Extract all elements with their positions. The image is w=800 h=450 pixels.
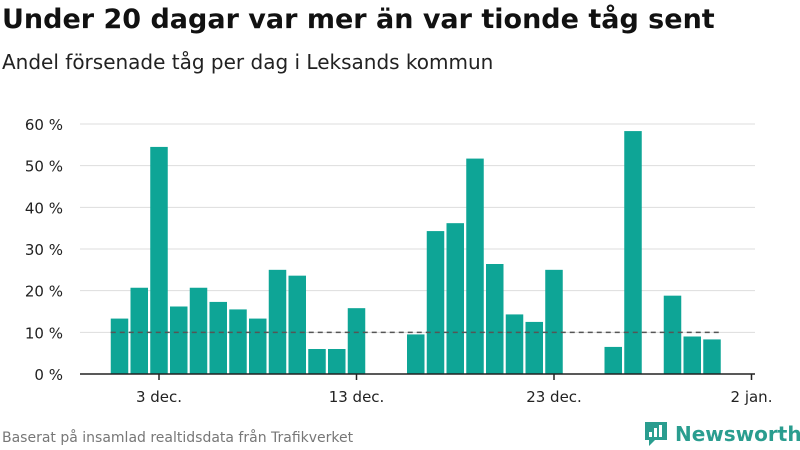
y-tick-label: 40 %	[25, 199, 63, 217]
y-tick-label: 10 %	[25, 324, 63, 342]
bar	[229, 309, 247, 374]
bar	[328, 349, 346, 374]
y-tick-label: 0 %	[34, 366, 63, 384]
source-note: Baserat på insamlad realtidsdata från Tr…	[2, 430, 354, 446]
bars	[110, 131, 721, 374]
bar	[308, 349, 326, 374]
newsworthy-icon	[645, 422, 667, 446]
x-tick-label: 23 dec.	[526, 388, 582, 406]
y-tick-label: 20 %	[25, 283, 63, 301]
bar	[288, 275, 306, 374]
brand-name: Newsworthy	[675, 422, 800, 446]
bar	[466, 158, 484, 374]
x-tick-label: 3 dec.	[136, 388, 182, 406]
bar	[505, 314, 524, 374]
bar	[130, 287, 148, 374]
bar	[347, 308, 366, 374]
bar	[663, 295, 682, 374]
x-tick-label: 13 dec.	[329, 388, 385, 406]
bar	[426, 231, 445, 374]
newsworthy-logo: Newsworthy	[643, 420, 800, 448]
bar	[249, 318, 267, 374]
bar	[545, 269, 563, 374]
bar	[624, 131, 642, 374]
bar	[170, 306, 188, 374]
grid-lines	[80, 123, 755, 333]
bar	[189, 287, 208, 374]
x-tick-label: 2 jan.	[731, 388, 773, 406]
axes: 0 % 10 % 20 % 30 % 40 % 50 % 60 % 3 dec. 13 dec.…	[25, 116, 773, 406]
chart-subtitle: Andel försenade tåg per dag i Leksands k…	[2, 50, 494, 74]
y-tick-label: 50 %	[25, 158, 63, 176]
bar	[703, 339, 721, 374]
bar	[604, 346, 622, 374]
bar	[268, 269, 287, 374]
bar	[446, 223, 464, 374]
bar	[209, 301, 227, 374]
bar	[683, 336, 701, 374]
bar	[110, 318, 129, 374]
bar	[525, 321, 543, 374]
y-tick-label: 30 %	[25, 241, 63, 259]
bar	[150, 146, 168, 374]
bar	[486, 264, 504, 374]
bar	[407, 334, 425, 374]
y-tick-label: 60 %	[25, 116, 63, 134]
chart-title: Under 20 dagar var mer än var tionde tåg…	[2, 4, 715, 35]
